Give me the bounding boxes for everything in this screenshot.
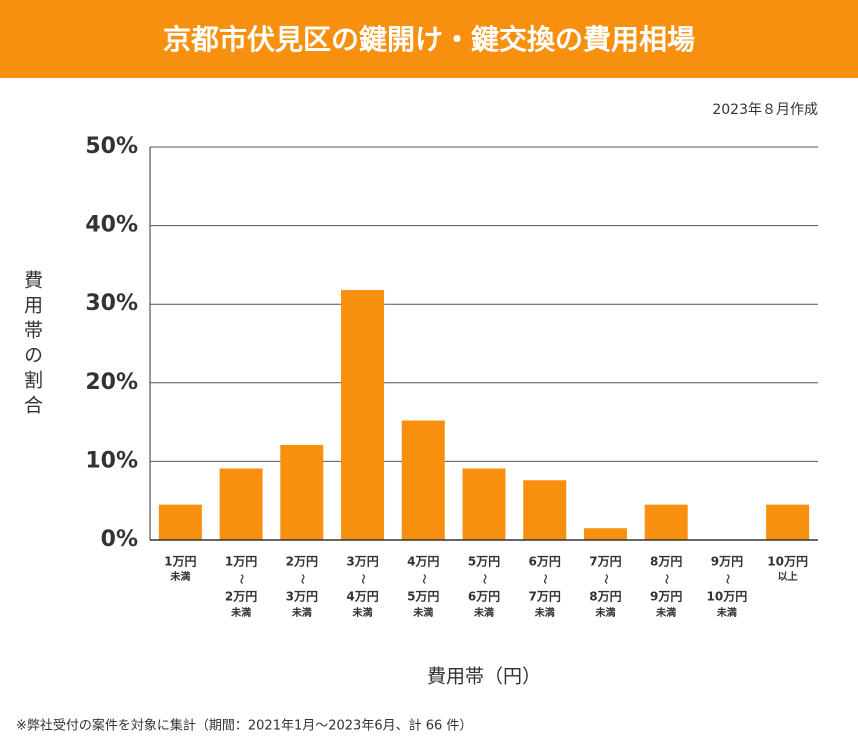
x-tick-label: 〜	[417, 574, 428, 584]
x-tick-label: 〜	[296, 574, 307, 584]
x-axis-label: 費用帯（円）	[427, 666, 541, 688]
chart-title: 京都市伏見区の鍵開け・鍵交換の費用相場	[163, 23, 695, 56]
y-tick-label: 20%	[85, 370, 138, 395]
x-tick-label: 10万円	[767, 555, 808, 569]
x-tick-label: 4万円	[346, 590, 378, 604]
x-tick-label: 9万円	[650, 590, 682, 604]
title-banner	[0, 0, 858, 78]
x-tick-label: 未満	[716, 606, 737, 619]
x-tick-label: 〜	[539, 574, 550, 584]
x-tick-label: 未満	[594, 606, 615, 619]
y-tick-label: 50%	[85, 134, 138, 159]
x-tick-label: 未満	[534, 606, 555, 619]
x-tick-label: 未満	[412, 606, 433, 619]
bar	[462, 468, 506, 540]
footnote: ※弊社受付の案件を対象に集計（期間：2021年1月～2023年6月、計 66 件…	[16, 718, 472, 734]
x-tick-label: 2万円	[225, 590, 257, 604]
x-tick-label: 2万円	[286, 555, 318, 569]
x-tick-label: 6万円	[468, 590, 500, 604]
x-tick-label: 1万円	[164, 555, 196, 569]
bar	[219, 468, 263, 540]
bar	[158, 504, 202, 540]
x-tick-label: 〜	[478, 574, 489, 584]
chart-subtitle: 2023年８月作成	[712, 102, 818, 118]
x-tick-label: 〜	[235, 574, 246, 584]
x-tick-label: 未満	[655, 606, 676, 619]
x-tick-label: 7万円	[589, 555, 621, 569]
x-tick-label: 〜	[721, 574, 732, 584]
x-tick-label: 5万円	[407, 590, 439, 604]
x-tick-label: 5万円	[468, 555, 500, 569]
y-tick-label: 30%	[85, 291, 138, 316]
x-tick-label: 未満	[291, 606, 312, 619]
bar	[280, 444, 324, 540]
x-tick-label: 8万円	[650, 555, 682, 569]
y-tick-label: 0%	[101, 527, 138, 552]
bar	[401, 420, 445, 540]
bar	[341, 290, 385, 540]
x-tick-label: 4万円	[407, 555, 439, 569]
x-tick-label: 9万円	[711, 555, 743, 569]
x-tick-label: 未満	[352, 606, 373, 619]
x-tick-label: 以上	[778, 570, 798, 583]
bar	[644, 504, 688, 540]
bar	[523, 480, 567, 540]
x-tick-label: 〜	[599, 574, 610, 584]
y-axis-label: 費用帯の割合	[21, 270, 43, 420]
x-tick-label: 10万円	[707, 590, 748, 604]
x-tick-label: 3万円	[286, 590, 318, 604]
x-tick-label: 〜	[660, 574, 671, 584]
x-tick-label: 7万円	[529, 590, 561, 604]
bar	[766, 504, 810, 540]
x-tick-label: 未満	[473, 606, 494, 619]
x-tick-label: 1万円	[225, 555, 257, 569]
x-tick-label: 未満	[230, 606, 251, 619]
x-tick-label: 〜	[357, 574, 368, 584]
y-tick-label: 40%	[85, 213, 138, 238]
bar	[583, 528, 627, 540]
x-tick-label: 未満	[169, 570, 190, 583]
x-tick-label: 6万円	[529, 555, 561, 569]
x-tick-label: 8万円	[589, 590, 621, 604]
x-tick-label: 3万円	[346, 555, 378, 569]
y-tick-label: 10%	[85, 448, 138, 473]
